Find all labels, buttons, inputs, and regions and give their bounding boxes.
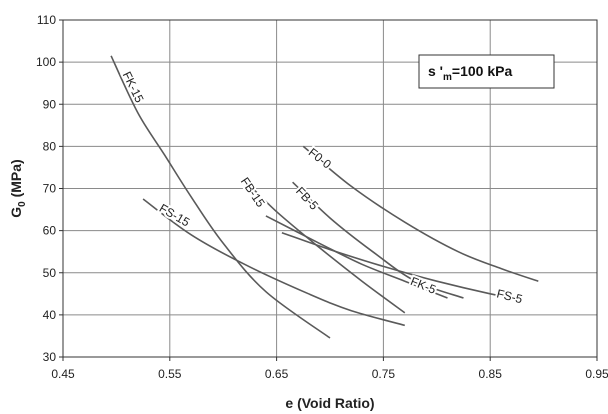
curve-label-fs-5: FS-5 bbox=[495, 286, 524, 306]
series-curve-fk-5 bbox=[265, 215, 448, 299]
y-tick-label: 30 bbox=[43, 350, 57, 364]
series-curve-f0-0 bbox=[302, 145, 539, 282]
y-tick-label: 70 bbox=[43, 182, 57, 196]
stress-symbol: s bbox=[428, 63, 436, 79]
y-tick-label: 50 bbox=[43, 266, 57, 280]
curve-label-fb-15: FB-15 bbox=[238, 175, 268, 210]
y-axis-label: G0 (MPa) bbox=[8, 159, 28, 217]
x-tick-label: 0.65 bbox=[265, 367, 289, 381]
x-tick-label: 0.95 bbox=[585, 367, 608, 381]
stress-annotation-text: s 'm=100 kPa bbox=[428, 63, 512, 83]
x-tick-label: 0.45 bbox=[51, 367, 75, 381]
y-tick-label: 80 bbox=[43, 139, 57, 153]
curve-label-f0-0: F0-0 bbox=[306, 145, 334, 171]
stress-value: =100 kPa bbox=[452, 63, 513, 79]
series-curve-fb-15 bbox=[244, 179, 406, 314]
x-tick-label: 0.85 bbox=[479, 367, 503, 381]
curve-label-fk-15: FK-15 bbox=[120, 69, 147, 105]
y-axis-label-main: G bbox=[8, 207, 24, 218]
series-curve-fb-5 bbox=[292, 181, 464, 299]
y-axis-label-unit: (MPa) bbox=[8, 159, 24, 201]
y-tick-label: 110 bbox=[37, 13, 56, 27]
x-tick-label: 0.55 bbox=[158, 367, 182, 381]
y-axis-label-subscript: 0 bbox=[17, 201, 28, 207]
stress-subscript: m bbox=[443, 72, 452, 83]
series-curve-fk-15 bbox=[110, 55, 331, 339]
series-curve-fs-15 bbox=[142, 198, 406, 327]
y-tick-label: 40 bbox=[43, 308, 57, 322]
tick-labels: 0.45 0.55 0.65 0.75 0.85 0.95 30 40 50 60 70 80 90 10… bbox=[36, 13, 608, 381]
y-tick-label: 90 bbox=[43, 97, 57, 111]
y-tick-label: 60 bbox=[43, 224, 57, 238]
stress-annotation-frame bbox=[418, 54, 555, 89]
y-tick-label: 100 bbox=[36, 55, 56, 69]
series-layer bbox=[110, 55, 539, 339]
series-curve-fs-5 bbox=[281, 231, 523, 301]
stress-prime: ' bbox=[436, 63, 443, 79]
curve-label-fs-15: FS-15 bbox=[157, 201, 193, 230]
stress-annotation-box: s 'm=100 kPa bbox=[418, 54, 555, 89]
x-tick-label: 0.75 bbox=[372, 367, 396, 381]
x-axis-label: e (Void Ratio) bbox=[285, 395, 374, 411]
curve-label-fk-5: FK-5 bbox=[409, 274, 439, 297]
